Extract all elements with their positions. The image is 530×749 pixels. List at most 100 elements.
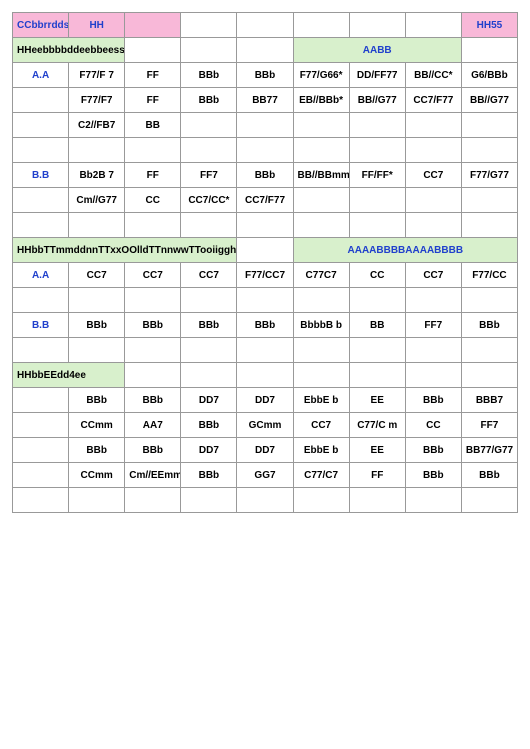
table-row: C2//FB7 BB [13,113,518,138]
cell: BBb [181,413,237,438]
table-row: BBb BBb DD7 DD7 EbbE b EE BBb BBB7 [13,388,518,413]
cell: BbbbB b [293,313,349,338]
cell: FF/FF* [349,163,405,188]
cell: F77/CC7 [237,263,293,288]
cell: BBB7 [461,388,517,413]
cell: DD/FF77 [349,63,405,88]
cell: BBb [69,438,125,463]
cell: BBb [461,463,517,488]
cell: CCmm [69,463,125,488]
table-row: A.A F77/F 7 FF BBb BBb F77/G66* DD/FF77 … [13,63,518,88]
cell: CC [405,413,461,438]
s1-title-right: AABB [293,38,461,63]
cell: Bb2B 7 [69,163,125,188]
cell: BBb [237,313,293,338]
header-c1: CCbbrrddss [13,13,69,38]
section2-title: HHbbTTmmddnnTTxxOOlldTTnnwwTTooiigghtt A… [13,238,518,263]
table-row: Cm//G77 CC CC7/CC* CC7/F77 [13,188,518,213]
cell: F77/F 7 [69,63,125,88]
cell: CC7 [293,413,349,438]
cell: GG7 [237,463,293,488]
cell: BBb [405,438,461,463]
cell: BBb [181,463,237,488]
cell: FF7 [181,163,237,188]
cell: F77/F7 [69,88,125,113]
cell: CC7 [181,263,237,288]
cell: DD7 [181,438,237,463]
cell: CC7/CC* [181,188,237,213]
s2-title-right: AAAABBBBAAAABBBB [293,238,517,263]
cell: DD7 [181,388,237,413]
cell: CC7 [405,263,461,288]
section1-title: HHeebbbbddeebbeess AABB [13,38,518,63]
table-row: A.A CC7 CC7 CC7 F77/CC7 C77C7 CC CC7 F77… [13,263,518,288]
cell: FF [125,88,181,113]
cell: CC [125,188,181,213]
section3-title: HHbbEEdd4ee [13,363,518,388]
table-row [13,138,518,163]
cell: BB//G77 [461,88,517,113]
s2-a-label: A.A [13,263,69,288]
table-row [13,288,518,313]
cell: CC7 [405,163,461,188]
cell: FF [349,463,405,488]
cell: CCmm [69,413,125,438]
cell: EE [349,388,405,413]
cell: BB77/G77 [461,438,517,463]
cell: BBb [69,313,125,338]
cell: AA7 [125,413,181,438]
cell: Cm//G77 [69,188,125,213]
cell: CC7/F77 [405,88,461,113]
cell: BB//CC* [405,63,461,88]
header-c2: HH [69,13,125,38]
cell: C77/C m [349,413,405,438]
s1-a-label: A.A [13,63,69,88]
cell: FF7 [461,413,517,438]
cell: EbbE b [293,438,349,463]
cell: BBb [237,63,293,88]
cell: C77C7 [293,263,349,288]
cell: F77/G77 [461,163,517,188]
cell: CC [349,263,405,288]
cell: G6/BBb [461,63,517,88]
table-row [13,488,518,513]
s3-title: HHbbEEdd4ee [13,363,125,388]
cell: BBb [125,438,181,463]
cell: F77/G66* [293,63,349,88]
header-row: CCbbrrddss HH HH55 [13,13,518,38]
table-row: CCmm AA7 BBb GCmm CC7 C77/C m CC FF7 [13,413,518,438]
cell: FF [125,163,181,188]
cell: BBb [69,388,125,413]
cell: BBb [405,388,461,413]
cell: BB [125,113,181,138]
table-row: CCmm Cm//EEmm BBb GG7 C77/C7 FF BBb BBb [13,463,518,488]
chord-table: CCbbrrddss HH HH55 HHeebbbbddeebbeess AA… [12,12,518,513]
cell: FF [125,63,181,88]
cell: BBb [181,63,237,88]
table-row: F77/F7 FF BBb BB77 EB//BBb* BB//G77 CC7/… [13,88,518,113]
s2-b-label: B.B [13,313,69,338]
cell: F77/CC [461,263,517,288]
cell: EE [349,438,405,463]
cell: DD7 [237,438,293,463]
table-row [13,213,518,238]
cell: Cm//EEmm [125,463,181,488]
cell: CC7 [69,263,125,288]
cell: BB//BBmm [293,163,349,188]
cell: EB//BBb* [293,88,349,113]
cell: FF7 [405,313,461,338]
cell: EbbE b [293,388,349,413]
cell: BB [349,313,405,338]
table-row [13,338,518,363]
cell: BBb [125,313,181,338]
s1-b-label: B.B [13,163,69,188]
s2-title-left: HHbbTTmmddnnTTxxOOlldTTnnwwTTooiigghtt [13,238,237,263]
table-row: B.B Bb2B 7 FF FF7 BBb BB//BBmm FF/FF* CC… [13,163,518,188]
cell: BB77 [237,88,293,113]
cell: C2//FB7 [69,113,125,138]
cell: BBb [405,463,461,488]
cell: BBb [461,313,517,338]
header-c9: HH55 [461,13,517,38]
cell: CC7 [125,263,181,288]
cell: GCmm [237,413,293,438]
